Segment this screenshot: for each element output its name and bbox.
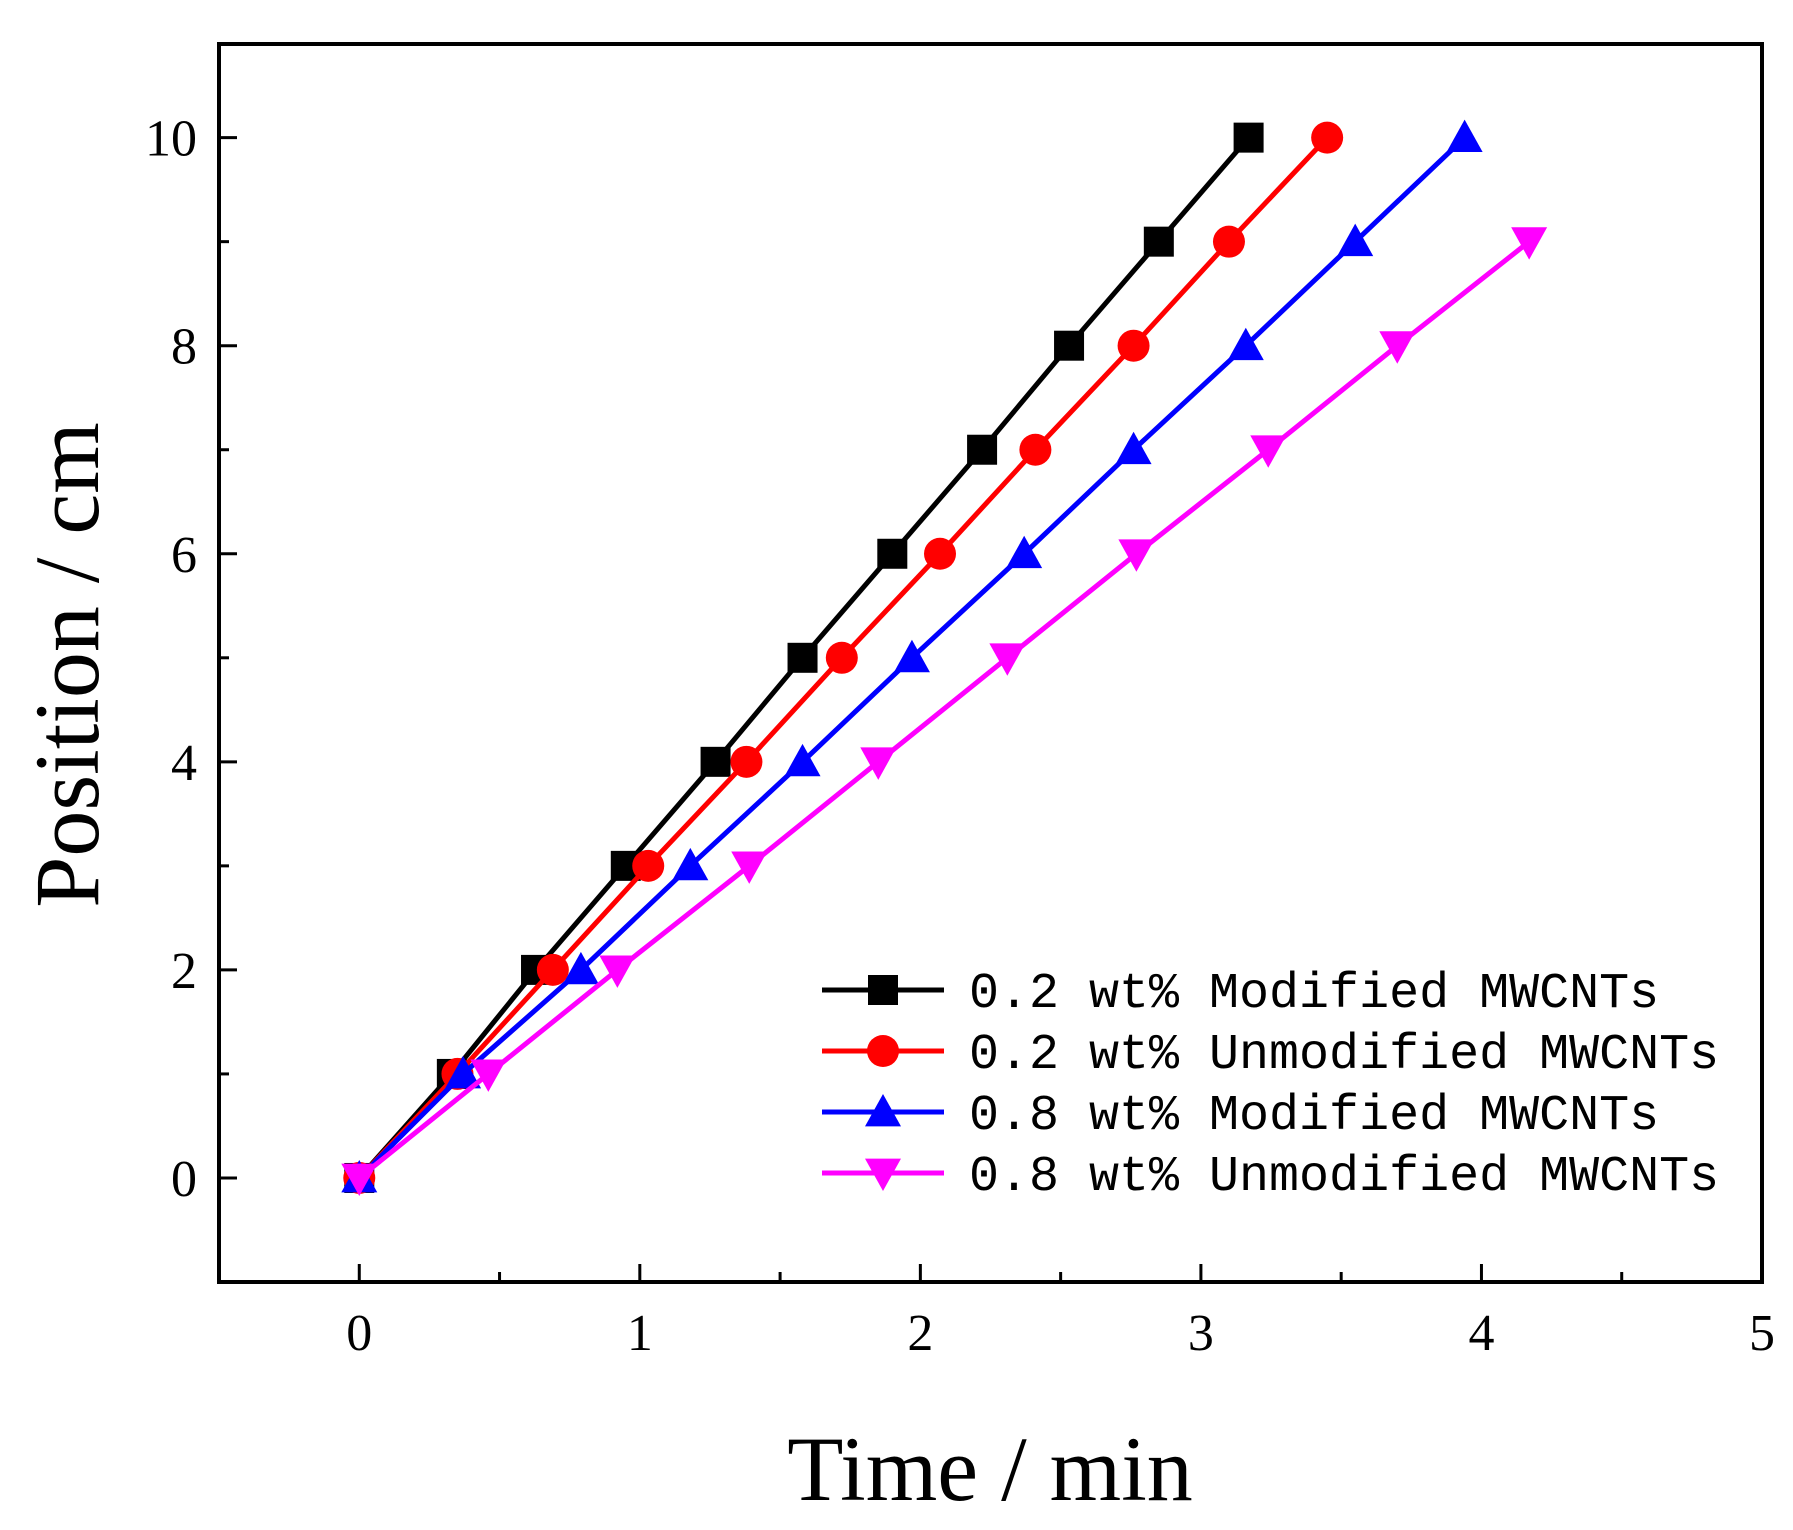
x-tick-label: 0: [346, 1305, 372, 1362]
data-point: [1143, 226, 1174, 257]
data-point: [787, 642, 818, 673]
data-point: [989, 643, 1026, 676]
x-tick-label: 3: [1188, 1305, 1214, 1362]
legend-label: 0.8 wt% Modified MWCNTs: [969, 1088, 1659, 1145]
legend-marker: [865, 1094, 901, 1127]
data-point: [731, 851, 768, 884]
data-point: [1115, 431, 1152, 465]
data-point: [1250, 435, 1287, 468]
data-point: [1054, 330, 1085, 361]
series-4: [341, 227, 1548, 1196]
data-point: [924, 537, 957, 570]
y-tick-label: 4: [171, 735, 197, 792]
x-tick-label: 4: [1468, 1305, 1494, 1362]
data-point: [1337, 223, 1374, 257]
data-point: [1019, 433, 1052, 466]
data-point: [1511, 227, 1548, 260]
data-point: [1311, 121, 1344, 154]
legend-label: 0.2 wt% Modified MWCNTs: [969, 966, 1659, 1023]
data-point: [672, 847, 709, 881]
legend-entry-3: 0.8 wt% Modified MWCNTs: [822, 1088, 1659, 1145]
legend-entry-1: 0.2 wt% Modified MWCNTs: [822, 966, 1659, 1023]
legend-entry-4: 0.8 wt% Unmodified MWCNTs: [822, 1149, 1719, 1206]
legend-marker: [868, 975, 898, 1005]
data-point: [341, 1163, 378, 1196]
x-tick-label: 1: [627, 1305, 653, 1362]
axes: 0 1 2 3 4 5 0 2 4 6 8 10: [145, 42, 1775, 1362]
data-point: [1006, 535, 1043, 569]
data-point: [730, 745, 763, 778]
data-point: [1233, 122, 1264, 153]
x-tick-label: 5: [1749, 1305, 1775, 1362]
x-tick-label: 2: [907, 1305, 933, 1362]
y-tick-label: 8: [171, 319, 197, 376]
series-line: [357, 239, 1531, 1180]
data-point: [445, 1055, 482, 1089]
data-point: [700, 746, 731, 777]
series-1: [344, 122, 1264, 1193]
plot-series: [341, 119, 1548, 1196]
legend-marker: [865, 1158, 901, 1191]
data-point: [632, 849, 665, 882]
data-point: [877, 538, 908, 569]
data-point: [599, 955, 636, 988]
legend-label: 0.2 wt% Unmodified MWCNTs: [969, 1027, 1719, 1084]
data-point: [784, 743, 821, 777]
data-point: [1118, 539, 1155, 572]
legend-marker: [867, 1035, 899, 1067]
data-point: [1379, 331, 1416, 364]
plot-frame: [217, 42, 1764, 1284]
y-tick-label: 2: [171, 943, 197, 1000]
data-point: [536, 953, 569, 986]
data-point: [825, 641, 858, 674]
data-point: [1446, 119, 1483, 153]
x-axis-title: Time / min: [787, 1418, 1193, 1520]
y-tick-label: 10: [145, 111, 197, 168]
y-axis-title: Position / cm: [16, 422, 118, 908]
data-point: [562, 951, 599, 985]
data-point: [1227, 327, 1264, 361]
legend-entry-2: 0.2 wt% Unmodified MWCNTs: [822, 1027, 1719, 1084]
legend-label: 0.8 wt% Unmodified MWCNTs: [969, 1149, 1719, 1206]
data-point: [893, 639, 930, 673]
data-point: [860, 747, 897, 780]
data-point: [1212, 225, 1245, 258]
y-tick-label: 6: [171, 527, 197, 584]
data-point: [1117, 329, 1150, 362]
y-tick-label: 0: [171, 1151, 197, 1208]
data-point: [470, 1059, 507, 1092]
data-point: [967, 434, 998, 465]
